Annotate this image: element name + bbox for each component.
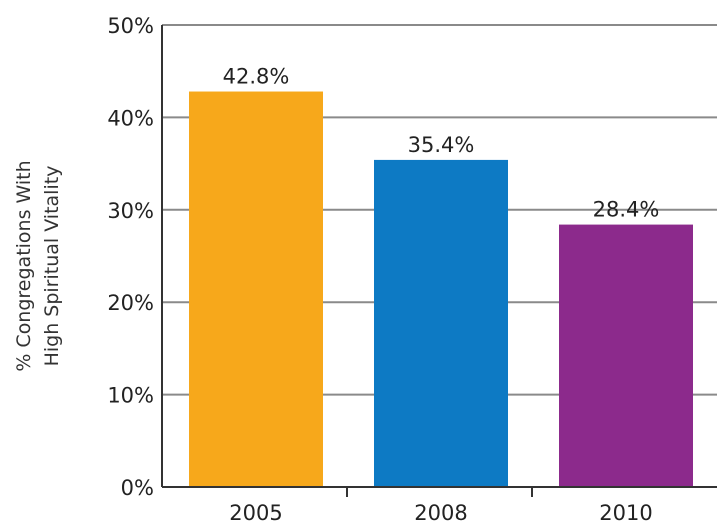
- x-tick-label-2005: 2005: [229, 501, 282, 525]
- x-tick-labels: 2005 2008 2010: [229, 501, 652, 525]
- y-tick-label: 50%: [107, 14, 154, 38]
- data-labels: 42.8% 35.4% 28.4%: [223, 65, 660, 222]
- data-label-2005: 42.8%: [223, 65, 290, 89]
- bar-2010: [559, 224, 693, 488]
- axes: [161, 25, 717, 497]
- y-tick-label: 10%: [107, 384, 154, 408]
- bars: [189, 91, 693, 488]
- data-label-2010: 28.4%: [593, 198, 660, 222]
- y-tick-label: 30%: [107, 199, 154, 223]
- data-label-2008: 35.4%: [408, 133, 475, 157]
- x-tick-label-2010: 2010: [599, 501, 652, 525]
- bar-2005: [189, 91, 323, 487]
- bar-2008: [374, 159, 508, 488]
- x-tick-label-2008: 2008: [414, 501, 467, 525]
- y-tick-label: 0%: [121, 476, 154, 500]
- y-tick-label: 20%: [107, 291, 154, 315]
- y-axis-title-line-1: % Congregations With: [13, 160, 35, 371]
- y-tick-label: 40%: [107, 106, 154, 130]
- y-tick-labels: 0% 10% 20% 30% 40% 50%: [107, 14, 154, 500]
- y-axis-title-line-2: High Spiritual Vitality: [41, 166, 63, 367]
